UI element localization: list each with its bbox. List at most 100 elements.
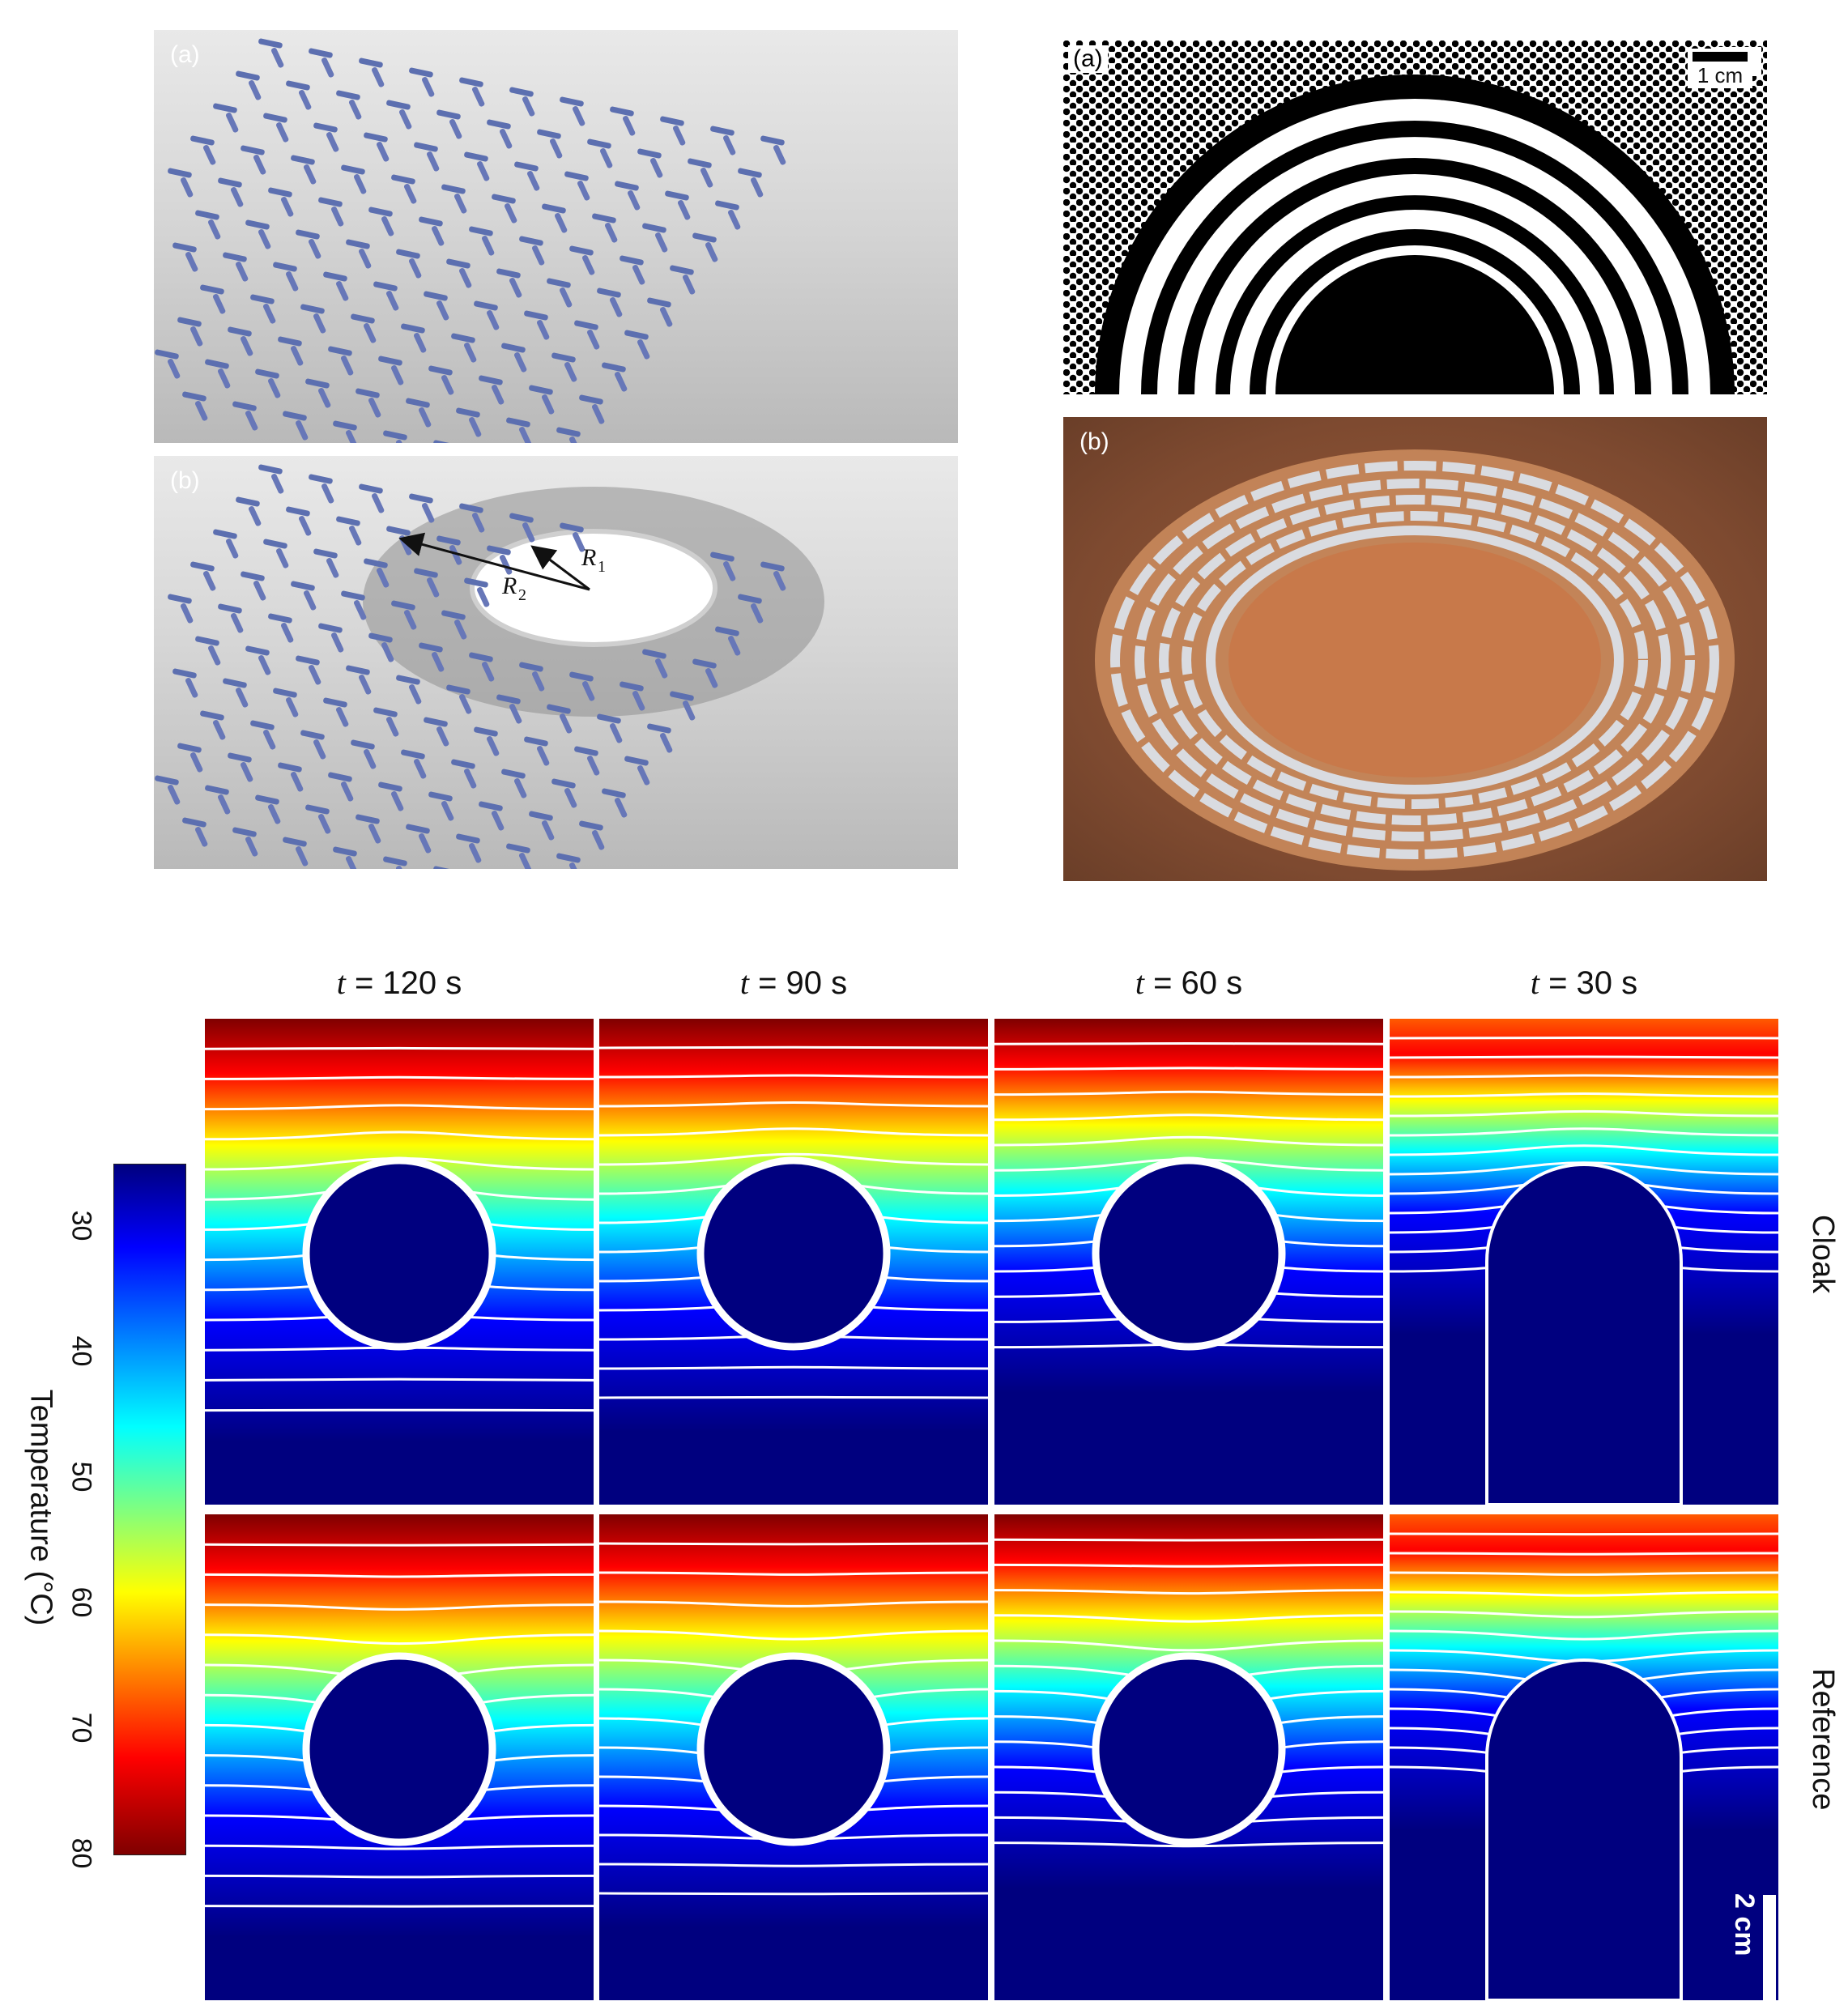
resistor [180, 603, 194, 624]
resistor [554, 213, 568, 233]
cloak-photo-rendering [1095, 449, 1735, 871]
resistor [323, 697, 347, 708]
resistor [627, 190, 641, 211]
resistor [406, 398, 430, 408]
resistor [250, 720, 275, 730]
resistor [705, 242, 718, 262]
resistor [610, 106, 634, 117]
resistor [413, 759, 427, 779]
resistor [391, 174, 415, 185]
resistor [236, 70, 260, 81]
resistor [509, 704, 522, 724]
resistor [649, 158, 663, 178]
resistor [463, 343, 477, 363]
resistor [336, 516, 360, 526]
resistor [519, 236, 543, 246]
resistor [313, 313, 326, 334]
resistor [424, 717, 448, 727]
resistor [501, 343, 526, 353]
resistor [481, 662, 495, 682]
resistor [453, 620, 467, 640]
resistor [620, 255, 644, 266]
resistor [358, 675, 372, 695]
resistor [476, 161, 490, 181]
resistor [291, 155, 315, 165]
resistor [624, 330, 649, 340]
resistor [581, 681, 595, 701]
resistor [556, 427, 581, 437]
resistor [586, 756, 600, 776]
resistor [200, 710, 224, 721]
resistor [609, 723, 623, 743]
resistor [513, 778, 527, 798]
resistor [474, 726, 498, 737]
resistor [592, 213, 616, 224]
resistor [218, 603, 242, 614]
resistor [458, 268, 472, 288]
resistor [559, 287, 573, 308]
resistor [356, 814, 380, 824]
resistor [403, 184, 417, 204]
resistor [433, 866, 458, 869]
resistor [622, 116, 636, 136]
resistor [705, 668, 718, 688]
resistor [190, 135, 215, 146]
resistor [313, 739, 326, 760]
resistor [549, 138, 563, 159]
resistor [212, 294, 226, 314]
resistor [335, 281, 349, 301]
resistor [328, 346, 352, 356]
resistor [230, 613, 244, 633]
resistor-grid-panel-a: (a) [154, 30, 958, 443]
resistor [253, 581, 266, 601]
resistor-grid-illustration [155, 38, 786, 443]
svg-text:2: 2 [518, 586, 526, 604]
resistor [468, 417, 482, 437]
resistor [541, 394, 555, 415]
resistor [371, 67, 385, 87]
resistor [738, 168, 762, 178]
resistor [715, 200, 739, 211]
resistor [167, 359, 181, 379]
resistor [213, 103, 237, 113]
resistor [453, 194, 467, 214]
resistor [602, 362, 626, 373]
resistor [458, 694, 472, 714]
resistor [531, 671, 545, 692]
resistor [305, 378, 330, 389]
resistor [195, 636, 219, 646]
svg-text:1: 1 [598, 558, 606, 576]
resistor [409, 493, 433, 504]
resistor [441, 375, 454, 395]
resistor [426, 577, 440, 598]
resistor [340, 356, 354, 376]
cloak-thermal-map [599, 1019, 988, 1505]
resistor [519, 662, 543, 672]
resistor [296, 655, 320, 666]
resistor [654, 658, 668, 679]
resistor [760, 561, 785, 572]
colorbar-tick-label: 40 [66, 1335, 97, 1367]
resistor [383, 430, 407, 441]
resistor [240, 336, 253, 356]
resistor [383, 856, 407, 866]
resistor [321, 483, 334, 504]
resistor [682, 700, 696, 721]
resistor [212, 720, 226, 740]
resistor [381, 216, 394, 236]
resistor [469, 652, 493, 662]
resistor [436, 726, 449, 747]
resistor [564, 788, 577, 808]
resistor [368, 632, 393, 643]
resistor [572, 106, 585, 126]
resistor [597, 287, 621, 298]
resistor [346, 239, 370, 249]
resistor [205, 785, 229, 795]
resistor [569, 245, 594, 256]
resistor [569, 671, 594, 682]
resistor [303, 590, 317, 611]
resistor [526, 171, 540, 191]
resistor [431, 226, 445, 246]
resistor [194, 827, 208, 847]
resistor [428, 791, 453, 802]
